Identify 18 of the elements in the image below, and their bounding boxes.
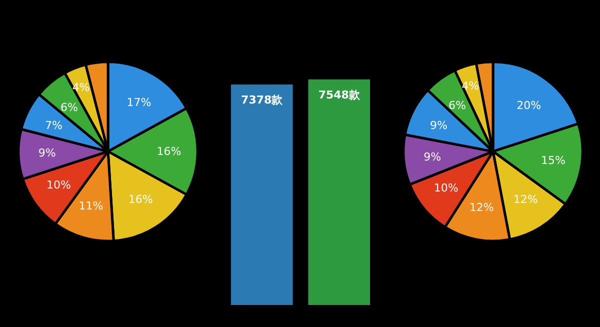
- data-label: 6%: [448, 98, 466, 112]
- data-label: 12%: [513, 193, 538, 206]
- data-label: 11%: [78, 200, 104, 213]
- data-label: 16%: [156, 144, 182, 158]
- data-label: 7%: [45, 119, 62, 132]
- data-label: 20%: [516, 98, 542, 112]
- data-label: 6%: [60, 100, 78, 114]
- data-label: 17%: [126, 96, 152, 109]
- data-label: 9%: [38, 146, 56, 160]
- data-label: 7378款: [241, 93, 284, 106]
- data-label: 16%: [128, 193, 153, 206]
- data-label: 15%: [540, 154, 566, 167]
- data-label: 7548款: [318, 88, 361, 102]
- data-label: 10%: [434, 181, 458, 194]
- data-label: 9%: [424, 150, 442, 164]
- data-label: 9%: [430, 119, 448, 132]
- data-label: 10%: [46, 178, 71, 192]
- data-label: 12%: [469, 200, 494, 214]
